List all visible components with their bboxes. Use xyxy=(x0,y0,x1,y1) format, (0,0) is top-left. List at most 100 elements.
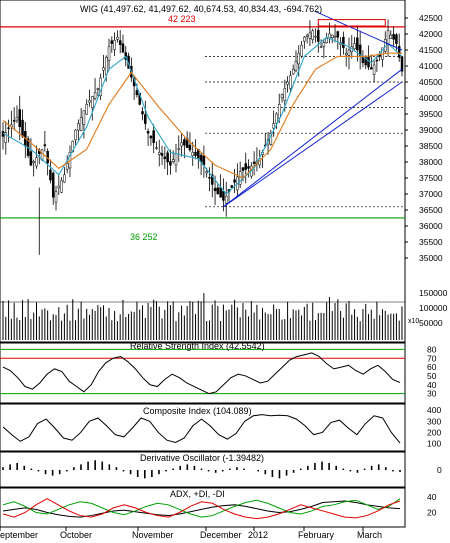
candle-body xyxy=(135,90,139,96)
ma-slow-line xyxy=(2,52,402,179)
price-candle xyxy=(353,36,356,52)
candle-body xyxy=(213,187,217,192)
price-candle xyxy=(35,145,38,169)
price-candle xyxy=(286,76,289,93)
candle-body xyxy=(375,59,379,62)
candle-body xyxy=(370,67,373,70)
price-candle xyxy=(389,30,393,39)
price-candle xyxy=(289,70,292,93)
price-candle xyxy=(113,32,116,57)
candle-body xyxy=(183,139,186,146)
candle-body xyxy=(4,132,8,143)
candle-body xyxy=(344,52,348,56)
price-candle xyxy=(102,54,105,79)
price-candle xyxy=(300,41,303,59)
price-candle xyxy=(63,167,66,183)
candle-body xyxy=(216,187,220,195)
adx-series-di xyxy=(2,498,401,518)
price-candle xyxy=(99,73,102,100)
price-candle xyxy=(43,130,47,152)
price-candle xyxy=(397,33,401,62)
candle-body xyxy=(277,104,281,119)
candle-body xyxy=(32,161,35,164)
price-candle xyxy=(233,168,236,194)
price-tick-label: 41000 xyxy=(419,61,443,71)
price-candle xyxy=(294,50,298,73)
candle-body xyxy=(171,159,175,162)
candle-body xyxy=(74,129,77,141)
price-candle xyxy=(46,148,49,176)
price-candle xyxy=(224,181,228,217)
price-candle xyxy=(155,141,158,150)
trendline-2 xyxy=(315,11,403,51)
composite-line xyxy=(2,414,401,444)
rsi-tick-label: 50 xyxy=(427,371,437,381)
candle-body xyxy=(342,36,345,49)
candle-body xyxy=(205,171,208,174)
price-candle xyxy=(60,177,63,194)
candle-body xyxy=(202,155,206,166)
price-tick-label: 36000 xyxy=(419,221,443,231)
price-candle xyxy=(350,34,354,59)
price-candle xyxy=(330,34,334,44)
candle-body xyxy=(247,166,250,169)
candle-body xyxy=(57,185,61,189)
candle-body xyxy=(163,156,167,160)
candle-body xyxy=(300,44,303,57)
candle-body xyxy=(49,169,52,181)
price-candle xyxy=(319,39,323,49)
trendline-0 xyxy=(223,68,403,208)
price-candle xyxy=(49,159,52,184)
price-candle xyxy=(149,135,153,146)
candle-body xyxy=(185,138,189,148)
price-candle xyxy=(174,143,178,173)
candle-body xyxy=(328,33,331,39)
candle-body xyxy=(238,171,242,185)
composite-tick-label: 300 xyxy=(427,416,441,426)
candle-body xyxy=(116,36,119,40)
candle-body xyxy=(319,46,323,49)
x-axis-label: February xyxy=(298,530,335,540)
price-candle xyxy=(339,37,342,57)
candle-body xyxy=(336,31,340,38)
candle-body xyxy=(314,35,317,38)
volume-tick-label: 50000 xyxy=(419,318,443,328)
candle-body xyxy=(191,152,194,157)
rsi-tick-label: 40 xyxy=(427,380,437,390)
price-candle xyxy=(116,30,119,43)
price-candle xyxy=(308,20,312,47)
price-candle xyxy=(191,141,194,166)
x-axis-label: March xyxy=(357,530,382,540)
price-candle xyxy=(275,112,278,129)
price-candle xyxy=(358,30,362,70)
candle-body xyxy=(395,34,398,44)
price-candle xyxy=(291,64,295,76)
panel-frame-4 xyxy=(0,487,406,528)
candle-body xyxy=(219,187,222,198)
price-candle xyxy=(18,95,21,141)
panel-frame-2 xyxy=(0,403,406,452)
price-candle xyxy=(57,173,61,196)
price-candle xyxy=(169,149,172,175)
candle-body xyxy=(158,152,161,155)
candle-body xyxy=(54,191,58,203)
price-candle xyxy=(272,110,275,137)
price-tick-label: 42500 xyxy=(419,13,443,23)
price-candle xyxy=(24,121,27,158)
candle-body xyxy=(291,68,295,75)
rsi-title: Relative Strength Index (42.5542) xyxy=(130,341,265,351)
price-candle xyxy=(342,31,345,55)
price-candle xyxy=(247,159,250,178)
price-candle xyxy=(344,47,348,67)
candle-body xyxy=(208,177,211,179)
price-candle xyxy=(177,135,181,162)
candle-body xyxy=(286,81,289,85)
resistance-label: 42 223 xyxy=(168,14,196,24)
candle-body xyxy=(7,127,10,130)
candle-body xyxy=(152,130,155,144)
trendline-1 xyxy=(223,81,403,208)
price-candle xyxy=(183,137,186,159)
candle-body xyxy=(188,144,192,151)
price-candle xyxy=(370,54,373,70)
